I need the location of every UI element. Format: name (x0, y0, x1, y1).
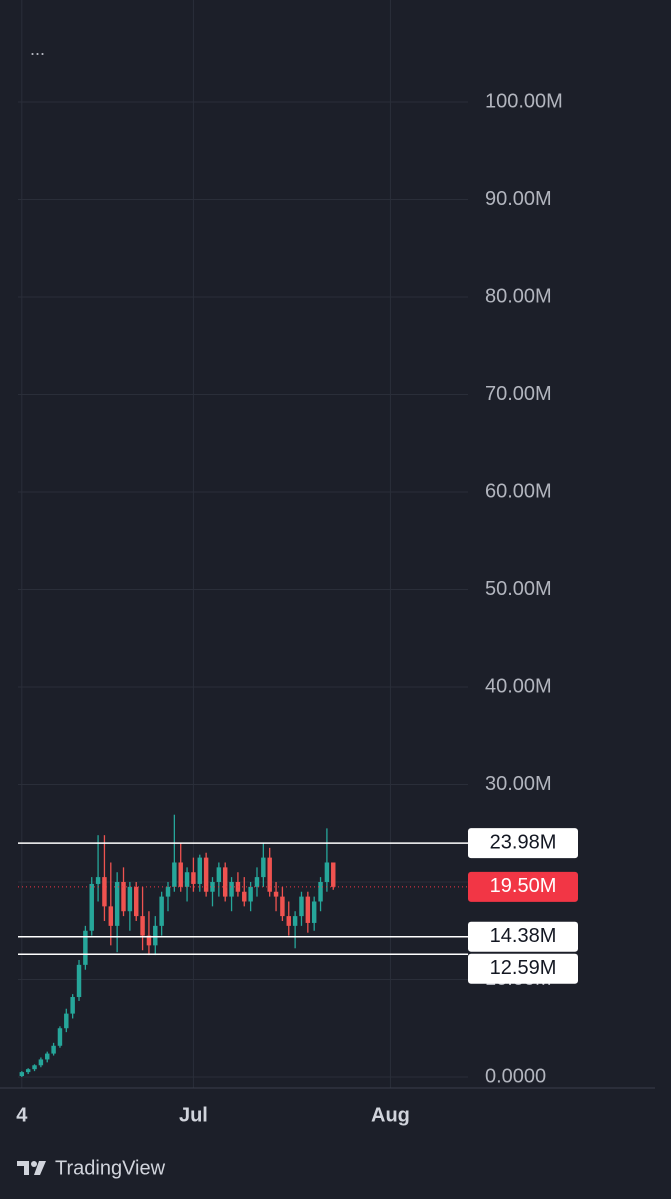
y-tick-label: 40.00M (485, 675, 552, 697)
y-tick-label: 80.00M (485, 285, 552, 307)
level-label-box (468, 828, 578, 859)
candle-body (76, 964, 82, 998)
candle-body (222, 867, 228, 897)
candle-body (121, 881, 126, 912)
candle-body (83, 930, 88, 965)
candle-body (286, 916, 291, 926)
candle-body (318, 881, 323, 902)
candle-body (292, 916, 298, 926)
candle-body (273, 891, 279, 897)
logo-part (17, 1161, 29, 1175)
candle-body (172, 862, 177, 887)
candle-body (184, 872, 190, 887)
candle-body (146, 935, 152, 946)
candle-body (45, 1053, 50, 1060)
y-tick-label: 60.00M (485, 480, 552, 502)
candle-body (235, 881, 241, 892)
footer-brand: TradingView (55, 1157, 166, 1179)
candle-body (51, 1045, 56, 1054)
candle-body (19, 1072, 25, 1077)
candle-body (140, 916, 145, 936)
y-tick-label: 100.00M (485, 90, 563, 112)
candle-body (299, 896, 304, 917)
candle-body (210, 881, 215, 892)
candle-body (248, 886, 253, 902)
candle-body (95, 877, 101, 884)
level-label: 14.38M (490, 925, 557, 947)
candle-body (191, 872, 196, 884)
y-tick-label: 90.00M (485, 188, 552, 210)
candle-body (324, 862, 330, 882)
last-price-label: 19.50M (490, 875, 557, 897)
candle-body (331, 862, 336, 887)
candle-body (70, 997, 75, 1014)
level-label: 12.59M (490, 957, 557, 979)
x-tick-label: 4 (16, 1104, 28, 1126)
candle-body (242, 891, 247, 902)
candle-body (197, 857, 203, 884)
candle-body (32, 1065, 37, 1070)
candle-body (133, 886, 139, 917)
candle-body (38, 1059, 44, 1066)
candle-body (280, 896, 285, 917)
menu-dots[interactable]: ... (30, 39, 45, 59)
grid: 0.000010.00M20.00M30.00M40.00M50.00M60.0… (16, 0, 563, 1126)
overlays: 23.98M 14.38M 12.59M 19.50M (18, 828, 578, 984)
last-price-box (468, 871, 578, 902)
candle-body (203, 857, 209, 892)
y-tick-label: 0.0000 (485, 1065, 546, 1087)
candle-body (229, 881, 234, 897)
y-tick-label: 70.00M (485, 383, 552, 405)
candle-body (305, 896, 311, 923)
candle-body (254, 877, 260, 887)
level-label: 23.98M (490, 831, 557, 853)
candle-body (261, 857, 266, 878)
candle-body (25, 1069, 31, 1073)
candle-body (64, 1013, 69, 1029)
candle-body (127, 886, 133, 912)
y-tick-label: 30.00M (485, 773, 552, 795)
level-label-box (468, 953, 578, 984)
y-tick-label: 50.00M (485, 578, 552, 600)
x-tick-label: Jul (179, 1104, 208, 1126)
candle-body (311, 901, 317, 923)
x-tick-label: Aug (371, 1104, 410, 1126)
candle-body (216, 867, 222, 882)
candle-body (102, 877, 107, 907)
logo-part (34, 1161, 46, 1175)
candle-body (153, 925, 158, 946)
logo-part (31, 1161, 37, 1167)
level-label-box (468, 921, 578, 952)
marks (19, 814, 336, 1077)
candle-body (57, 1028, 63, 1046)
candle-body (89, 883, 94, 931)
candle-body (178, 862, 183, 887)
candle-body (159, 896, 164, 926)
tradingview-logo (17, 1161, 46, 1175)
candle-body (114, 881, 120, 926)
candle-body (267, 857, 272, 892)
candle-body (108, 906, 114, 926)
candle-body (165, 886, 171, 897)
